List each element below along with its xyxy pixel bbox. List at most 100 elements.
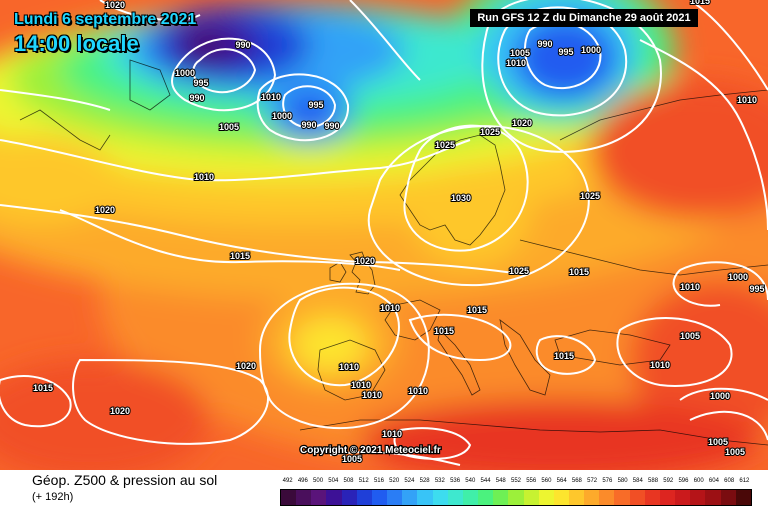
- legend-value: 512: [358, 478, 369, 484]
- isobar-label: 1015: [569, 267, 589, 277]
- legend-value: 504: [328, 478, 339, 484]
- isobar-label: 1005: [708, 437, 728, 447]
- legend-swatch: [644, 490, 660, 505]
- isobar-label: 1020: [105, 0, 125, 10]
- legend-swatch: [629, 490, 645, 505]
- isobar-label: 995: [558, 47, 573, 57]
- legend-swatch: [508, 490, 524, 505]
- legend-value: 596: [678, 478, 689, 484]
- isobar-label: 990: [189, 93, 204, 103]
- legend-swatch: [568, 490, 585, 505]
- isobar-label: 1000: [272, 111, 292, 121]
- isobar-label: 1015: [467, 305, 487, 315]
- isobar-label: 1000: [728, 272, 748, 282]
- legend-value: 612: [739, 478, 750, 484]
- legend-value: 508: [343, 478, 354, 484]
- map-caption-subtitle: (+ 192h): [32, 491, 74, 503]
- legend-value: 576: [602, 478, 613, 484]
- legend-value: 548: [495, 478, 506, 484]
- isobar-label: 990: [324, 121, 339, 131]
- legend-swatch: [599, 490, 615, 505]
- legend-swatch: [659, 490, 676, 505]
- legend-swatch: [735, 490, 751, 505]
- legend-value: 600: [693, 478, 704, 484]
- legend-value: 552: [510, 478, 521, 484]
- isobar-label: 1010: [380, 303, 400, 313]
- color-legend: 492 496 500 504 508 512 516 520 524 528 532 536 540 5…: [280, 478, 752, 506]
- isobar-label: 1025: [509, 266, 529, 276]
- isobar-label: 990: [301, 120, 316, 130]
- legend-value: 492: [282, 478, 293, 484]
- legend-swatch: [493, 490, 509, 505]
- legend-value: 564: [556, 478, 567, 484]
- isobar-label: 1020: [355, 256, 375, 266]
- legend-swatch: [690, 490, 706, 505]
- legend-swatch: [281, 490, 297, 505]
- legend-swatch: [371, 490, 388, 505]
- legend-swatch: [462, 490, 479, 505]
- forecast-time: 14:00 locale: [14, 31, 139, 56]
- isobar-label: 1000: [710, 391, 730, 401]
- legend-swatch: [675, 490, 691, 505]
- copyright-text: Copyright © 2021 Meteociel.fr: [300, 445, 441, 456]
- isobar-label: 1010: [339, 362, 359, 372]
- isobar-label: 1010: [408, 386, 428, 396]
- legend-swatch: [523, 490, 539, 505]
- isobar-label: 995: [749, 284, 764, 294]
- isobar-label: 1015: [690, 0, 710, 6]
- legend-swatch: [326, 490, 342, 505]
- isobar-label: 1020: [512, 118, 532, 128]
- isobar-label: 1030: [451, 193, 471, 203]
- legend-value: 520: [389, 478, 400, 484]
- isobar-label: 1010: [194, 172, 214, 182]
- legend-value: 592: [663, 478, 674, 484]
- legend-swatch: [584, 490, 600, 505]
- legend-value: 584: [632, 478, 643, 484]
- legend-value: 568: [571, 478, 582, 484]
- legend-swatch: [296, 490, 312, 505]
- isobar-label: 1010: [737, 95, 757, 105]
- legend-value: 572: [587, 478, 598, 484]
- forecast-date: Lundi 6 septembre 2021: [14, 11, 197, 28]
- legend-value: 528: [419, 478, 430, 484]
- isobar-label: 1010: [261, 92, 281, 102]
- legend-swatch: [538, 490, 554, 505]
- isobar-label: 990: [537, 39, 552, 49]
- legend-value: 540: [465, 478, 476, 484]
- legend-swatch: [311, 490, 327, 505]
- isobar-label: 995: [193, 78, 208, 88]
- isobars: [0, 0, 768, 466]
- legend-swatch: [432, 490, 448, 505]
- legend-value: 516: [373, 478, 384, 484]
- legend-value: 560: [541, 478, 552, 484]
- legend-color-bar: [280, 489, 752, 506]
- isobar-label: 1015: [230, 251, 250, 261]
- isobar-label: 1020: [110, 406, 130, 416]
- legend-swatch: [356, 490, 372, 505]
- legend-labels: 492 496 500 504 508 512 516 520 524 528 532 536 540 5…: [280, 478, 752, 487]
- legend-swatch: [478, 490, 494, 505]
- legend-value: 524: [404, 478, 415, 484]
- isobar-label: 990: [235, 40, 250, 50]
- isobar-label: 1010: [650, 360, 670, 370]
- isobar-label: 1005: [725, 447, 745, 457]
- isobar-label: 1000: [581, 45, 601, 55]
- isobar-label: 1010: [362, 390, 382, 400]
- legend-value: 588: [648, 478, 659, 484]
- isobar-label: 1020: [95, 205, 115, 215]
- isobar-label: 1005: [510, 48, 530, 58]
- legend-swatch: [341, 490, 357, 505]
- isobar-label: 1020: [236, 361, 256, 371]
- isobar-label: 1015: [33, 383, 53, 393]
- isobar-label: 1015: [434, 326, 454, 336]
- isobar-label: 995: [308, 100, 323, 110]
- isobar-label: 1025: [480, 127, 500, 137]
- map-caption-title: Géop. Z500 & pression au sol: [32, 472, 218, 488]
- isobar-label: 1000: [175, 68, 195, 78]
- legend-value: 532: [434, 478, 445, 484]
- legend-swatch: [553, 490, 569, 505]
- run-info: Run GFS 12 Z du Dimanche 29 août 2021: [470, 9, 698, 27]
- isobar-label: 1005: [219, 122, 239, 132]
